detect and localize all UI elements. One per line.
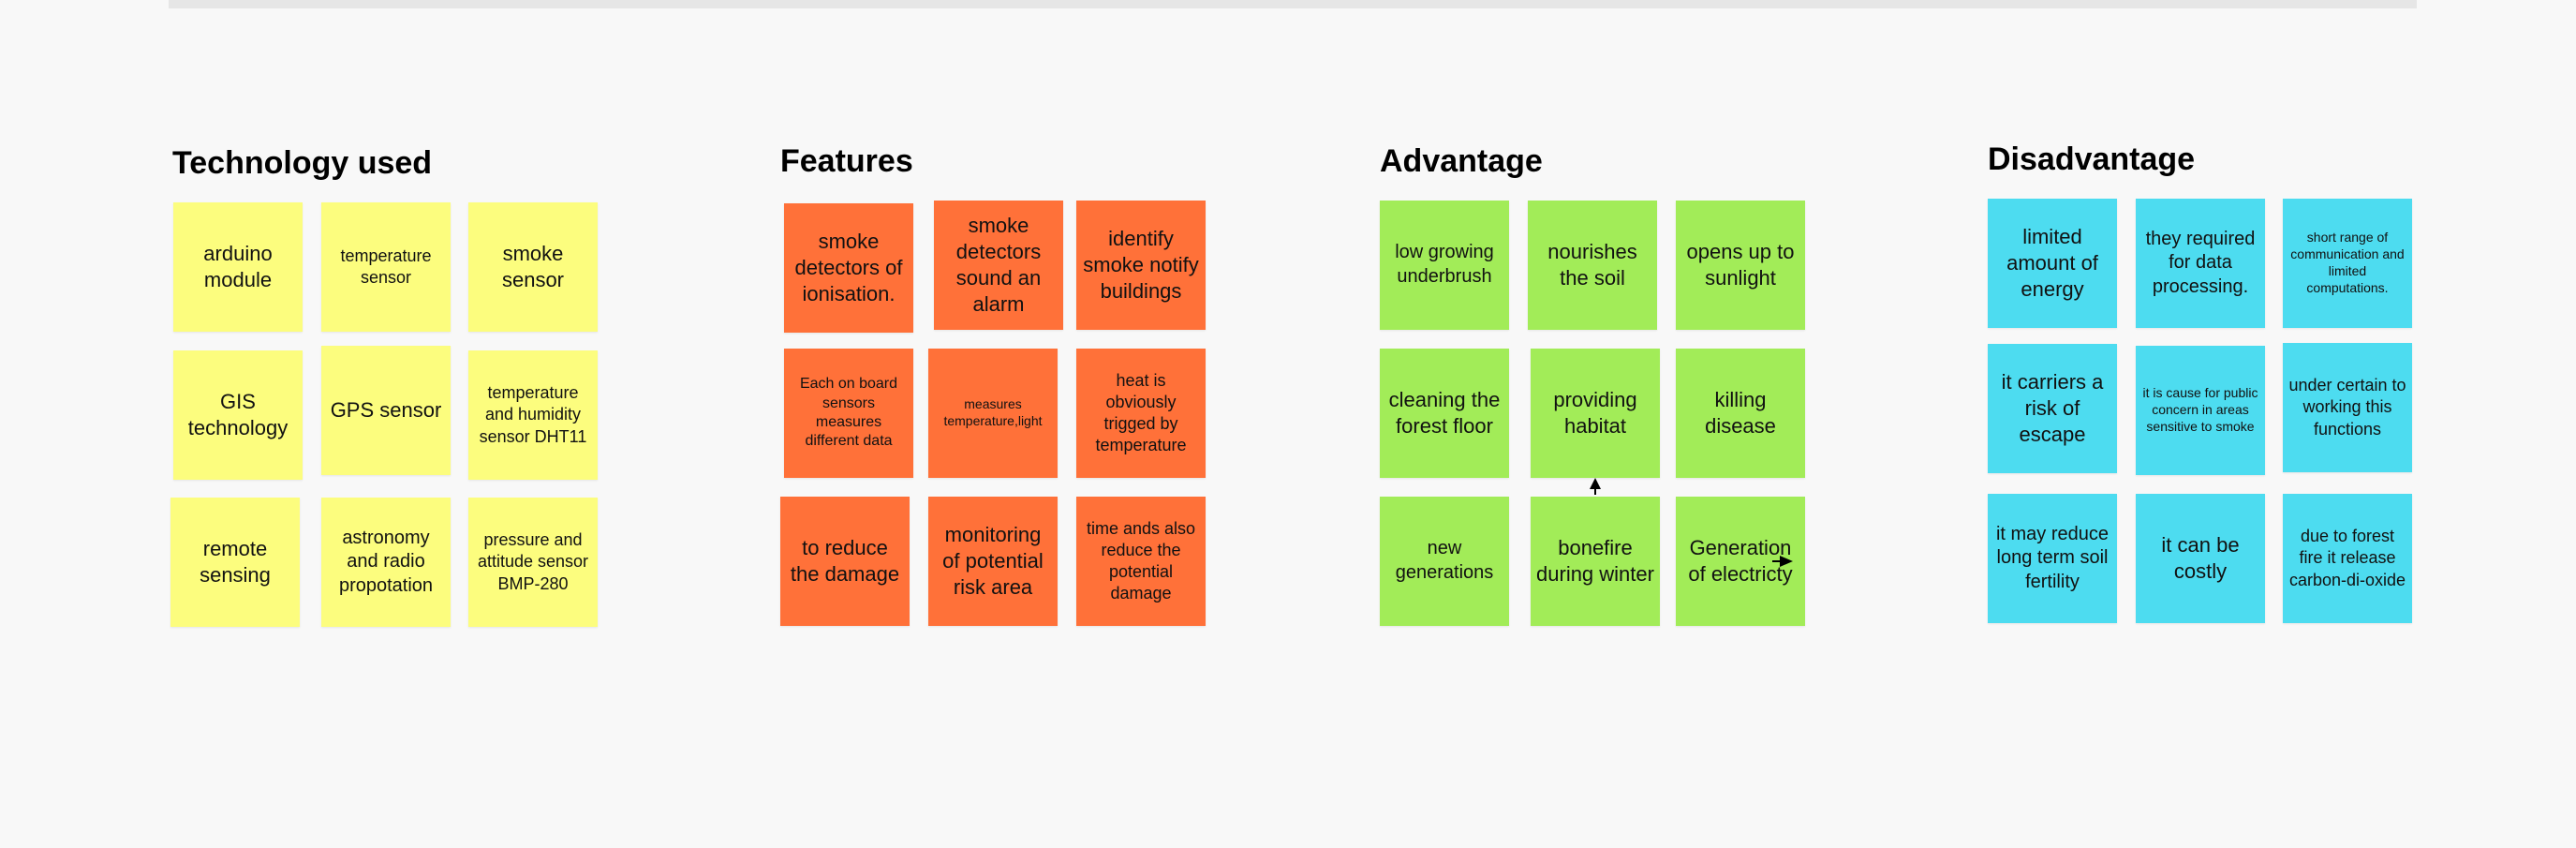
note-text: monitoring of potential risk area	[942, 522, 1044, 600]
note-text: GPS sensor	[330, 397, 442, 422]
sticky-note[interactable]: it carriers a risk of escape	[1988, 344, 2117, 473]
sticky-note[interactable]: identify smoke notify buildings	[1076, 201, 1206, 330]
sticky-note[interactable]: monitoring of potential risk area	[928, 497, 1058, 626]
canvas-top-bar	[169, 0, 2417, 8]
sticky-note[interactable]: remote sensing	[170, 498, 300, 627]
sticky-note[interactable]: GPS sensor	[321, 346, 451, 475]
note-text: time ands also reduce the potential dama…	[1086, 518, 1196, 603]
note-text: new generations	[1395, 538, 1494, 583]
sticky-note[interactable]: cleaning the forest floor	[1380, 349, 1509, 478]
section-title-technology: Technology used	[172, 145, 433, 181]
note-text: remote sensing	[200, 536, 271, 587]
note-text: GIS technology	[187, 389, 289, 439]
note-text: temperature and humidity sensor DHT11	[479, 383, 587, 446]
note-text: pressure and attitude sensor BMP-280	[477, 530, 589, 593]
sticky-note[interactable]: to reduce the damage	[780, 497, 910, 626]
sticky-note[interactable]: killing disease	[1676, 349, 1805, 478]
note-text: under certain to working this functions	[2288, 376, 2406, 439]
note-text: astronomy and radio propotation	[338, 527, 434, 596]
note-text: heat is obviously trigged by temperature	[1095, 370, 1187, 455]
sticky-note[interactable]: due to forest fire it release carbon-di-…	[2283, 494, 2412, 623]
sticky-note[interactable]: heat is obviously trigged by temperature	[1076, 349, 1206, 478]
sticky-note[interactable]: new generations	[1380, 497, 1509, 626]
section-title-disadvantage: Disadvantage	[1988, 141, 2196, 177]
sticky-note[interactable]: GIS technology	[173, 350, 303, 480]
sticky-note[interactable]: astronomy and radio propotation	[321, 498, 451, 627]
sticky-note[interactable]: time ands also reduce the potential dama…	[1076, 497, 1206, 626]
note-text: it may reduce long term soil fertility	[1995, 523, 2110, 592]
sticky-note[interactable]: limited amount of energy	[1988, 199, 2117, 328]
note-text: smoke detectors sound an alarm	[955, 213, 1042, 317]
sticky-note[interactable]: smoke sensor	[468, 202, 598, 332]
sticky-note[interactable]: low growing underbrush	[1380, 201, 1509, 330]
note-text: Generation of electricty	[1688, 535, 1793, 586]
sticky-note[interactable]: under certain to working this functions	[2283, 343, 2412, 472]
note-text: bonefire during winter	[1536, 535, 1654, 586]
section-title-features: Features	[780, 143, 913, 179]
note-text: it can be costly	[2161, 532, 2240, 583]
note-text: providing habitat	[1553, 387, 1637, 438]
note-text: to reduce the damage	[790, 535, 900, 586]
sticky-note[interactable]: arduino module	[173, 202, 303, 332]
note-text: they required for data processing.	[2145, 228, 2256, 297]
note-text: nourishes the soil	[1547, 239, 1637, 290]
sticky-note[interactable]: smoke detectors sound an alarm	[934, 201, 1063, 330]
sticky-note[interactable]: measures temperature,light	[928, 349, 1058, 478]
sticky-note[interactable]: nourishes the soil	[1528, 201, 1657, 330]
note-text: due to forest fire it release carbon-di-…	[2288, 527, 2406, 589]
sticky-note[interactable]: opens up to sunlight	[1676, 201, 1805, 330]
sticky-note[interactable]: short range of communication and limited…	[2283, 199, 2412, 328]
note-text: smoke sensor	[501, 241, 565, 291]
note-text: it is cause for public concern in areas …	[2142, 385, 2258, 434]
note-text: temperature sensor	[340, 245, 432, 287]
note-text: it carriers a risk of escape	[2001, 369, 2104, 447]
note-text: short range of communication and limited…	[2290, 230, 2405, 295]
note-text: Each on board sensors measures different…	[799, 376, 898, 450]
arrow-up-icon	[1590, 478, 1601, 489]
sticky-note[interactable]: temperature and humidity sensor DHT11	[468, 350, 598, 480]
sticky-note[interactable]: they required for data processing.	[2136, 199, 2265, 328]
note-text: smoke detectors of ionisation.	[794, 229, 903, 306]
note-text: opens up to sunlight	[1686, 239, 1795, 290]
sticky-note[interactable]: pressure and attitude sensor BMP-280	[468, 498, 598, 627]
sticky-note[interactable]: providing habitat	[1531, 349, 1660, 478]
sticky-note[interactable]: temperature sensor	[321, 202, 451, 332]
sticky-note[interactable]: smoke detectors of ionisation.	[784, 203, 913, 333]
note-text: limited amount of energy	[2006, 224, 2098, 302]
note-text: killing disease	[1705, 387, 1776, 438]
note-text: cleaning the forest floor	[1388, 387, 1501, 438]
note-text: arduino module	[203, 241, 273, 291]
note-text: identify smoke notify buildings	[1083, 226, 1199, 304]
sticky-note[interactable]: Each on board sensors measures different…	[784, 349, 913, 478]
note-text: measures temperature,light	[943, 396, 1043, 428]
note-text: low growing underbrush	[1395, 242, 1494, 287]
arrow-right-stem	[1772, 560, 1782, 562]
sticky-note[interactable]: it can be costly	[2136, 494, 2265, 623]
section-title-advantage: Advantage	[1380, 143, 1543, 179]
sticky-note[interactable]: bonefire during winter	[1531, 497, 1660, 626]
arrow-up-stem	[1594, 487, 1596, 495]
sticky-note[interactable]: it is cause for public concern in areas …	[2136, 346, 2265, 475]
arrow-right-icon	[1780, 556, 1793, 567]
sticky-note[interactable]: it may reduce long term soil fertility	[1988, 494, 2117, 623]
